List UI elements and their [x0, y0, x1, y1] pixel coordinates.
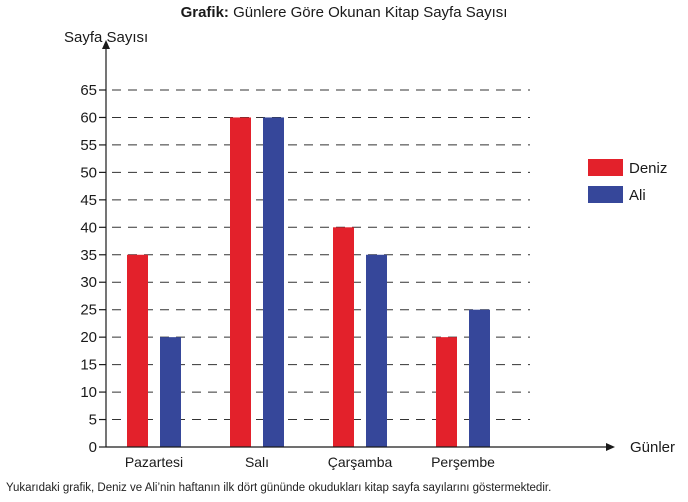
- legend-swatch-deniz: [588, 159, 623, 176]
- y-tick-label: 65: [80, 82, 97, 99]
- y-tick-label: 5: [89, 412, 97, 429]
- bar-ali-3: [366, 254, 387, 447]
- y-tick-label: 60: [80, 109, 97, 126]
- x-axis-arrow: [606, 443, 615, 451]
- x-category-label: Çarşamba: [328, 454, 393, 470]
- legend: Deniz Ali: [588, 159, 667, 204]
- x-category-label: Perşembe: [431, 454, 495, 470]
- bar-deniz-2: [230, 117, 251, 447]
- chart-title-text: Günlere Göre Okunan Kitap Sayfa Sayısı: [233, 4, 508, 21]
- bar-chart: 0 5 10 15 20 25 30 35 40 45 50 55 60 65 Pazartesi Salı…: [64, 29, 675, 470]
- y-tick-label: 35: [80, 247, 97, 264]
- bar-ali-4: [469, 309, 490, 447]
- y-tick-label: 10: [80, 384, 97, 401]
- bar-deniz-4: [436, 337, 457, 447]
- x-axis-title: Günler: [630, 439, 675, 456]
- y-tick-label: 40: [80, 219, 97, 236]
- bar-deniz-1: [127, 254, 148, 447]
- chart-title: Grafik: Günlere Göre Okunan Kitap Sayfa …: [0, 4, 688, 21]
- y-axis-arrow: [102, 40, 110, 49]
- y-tick-label: 15: [80, 357, 97, 374]
- y-tick-label: 45: [80, 192, 97, 209]
- bar-ali-2: [263, 117, 284, 447]
- y-tick-label: 50: [80, 164, 97, 181]
- legend-label-deniz: Deniz: [629, 160, 667, 177]
- y-tick-label: 30: [80, 274, 97, 291]
- x-category-label: Pazartesi: [125, 454, 183, 470]
- bar-deniz-3: [333, 227, 354, 447]
- y-axis-title: Sayfa Sayısı: [64, 29, 148, 46]
- y-tick-label: 0: [89, 439, 97, 456]
- bars: [127, 117, 490, 447]
- chart-title-prefix: Grafik:: [180, 4, 229, 21]
- chart-caption: Yukarıdaki grafik, Deniz ve Ali’nin haft…: [6, 482, 552, 494]
- x-category-label: Salı: [245, 454, 269, 470]
- category-labels: Pazartesi Salı Çarşamba Perşembe: [125, 454, 495, 470]
- y-tick-label: 55: [80, 137, 97, 154]
- legend-label-ali: Ali: [629, 187, 646, 204]
- y-tick-label: 20: [80, 329, 97, 346]
- y-tick-label: 25: [80, 302, 97, 319]
- gridlines: [112, 89, 530, 421]
- y-axis-ticks: 0 5 10 15 20 25 30 35 40 45 50 55 60 65: [80, 82, 106, 456]
- legend-swatch-ali: [588, 186, 623, 203]
- bar-ali-1: [160, 337, 181, 447]
